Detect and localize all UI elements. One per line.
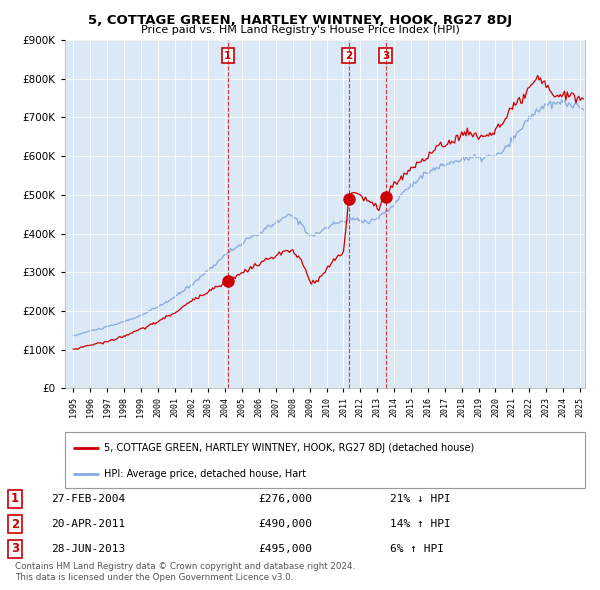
FancyBboxPatch shape	[65, 432, 585, 488]
Text: £276,000: £276,000	[258, 494, 312, 504]
Text: 27-FEB-2004: 27-FEB-2004	[51, 494, 125, 504]
Text: 3: 3	[382, 51, 389, 61]
Text: 2: 2	[345, 51, 352, 61]
Text: 5, COTTAGE GREEN, HARTLEY WINTNEY, HOOK, RG27 8DJ (detached house): 5, COTTAGE GREEN, HARTLEY WINTNEY, HOOK,…	[104, 442, 474, 453]
Text: 28-JUN-2013: 28-JUN-2013	[51, 544, 125, 554]
Text: 5, COTTAGE GREEN, HARTLEY WINTNEY, HOOK, RG27 8DJ: 5, COTTAGE GREEN, HARTLEY WINTNEY, HOOK,…	[88, 14, 512, 27]
Text: £490,000: £490,000	[258, 519, 312, 529]
Text: 2: 2	[11, 517, 19, 530]
Text: HPI: Average price, detached house, Hart: HPI: Average price, detached house, Hart	[104, 469, 306, 479]
Text: 1: 1	[11, 493, 19, 506]
Text: 3: 3	[11, 542, 19, 556]
Text: 1: 1	[224, 51, 232, 61]
Text: 20-APR-2011: 20-APR-2011	[51, 519, 125, 529]
Text: 21% ↓ HPI: 21% ↓ HPI	[390, 494, 451, 504]
Text: This data is licensed under the Open Government Licence v3.0.: This data is licensed under the Open Gov…	[15, 573, 293, 582]
Text: 6% ↑ HPI: 6% ↑ HPI	[390, 544, 444, 554]
Text: 14% ↑ HPI: 14% ↑ HPI	[390, 519, 451, 529]
Text: Price paid vs. HM Land Registry's House Price Index (HPI): Price paid vs. HM Land Registry's House …	[140, 25, 460, 35]
Text: £495,000: £495,000	[258, 544, 312, 554]
Text: Contains HM Land Registry data © Crown copyright and database right 2024.: Contains HM Land Registry data © Crown c…	[15, 562, 355, 571]
